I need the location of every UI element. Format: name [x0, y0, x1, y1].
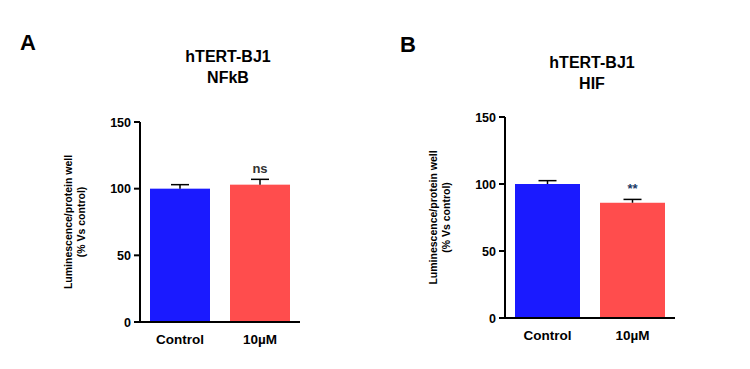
y-tick-label: 150	[475, 111, 496, 125]
panel-label: A	[20, 30, 36, 55]
error-bar	[251, 179, 269, 184]
x-tick-label: Control	[524, 328, 572, 343]
y-tick	[134, 321, 140, 323]
panel: BhTERT-BJ1HIF Luminescence/protein well(%…	[400, 32, 675, 343]
bar	[515, 184, 580, 318]
y-tick	[499, 250, 505, 252]
significance: ns	[252, 161, 267, 176]
bar	[150, 189, 210, 322]
error-bar	[171, 185, 189, 189]
y-tick	[499, 116, 505, 118]
y-tick	[499, 317, 505, 319]
y-tick-label: 100	[475, 178, 496, 192]
y-tick-label: 100	[110, 182, 131, 196]
figure: AhTERT-BJ1NFkB Luminescence/protein well(…	[0, 0, 750, 369]
y-tick	[499, 183, 505, 185]
title: hTERT-BJ1NFkB	[185, 48, 270, 86]
significance: **	[627, 181, 638, 196]
y-tick	[134, 188, 140, 190]
x-tick-label: Control	[156, 332, 204, 347]
panel-label: B	[400, 32, 416, 57]
y-tick-label: 50	[482, 245, 496, 259]
plot-area	[150, 179, 290, 322]
bar	[600, 203, 665, 318]
y-axis-label: Luminescence/protein well(% Vs control)	[427, 150, 452, 284]
x-axis	[140, 321, 300, 323]
plot-area	[515, 181, 665, 318]
bar	[230, 185, 290, 322]
error-bar	[624, 199, 642, 202]
y-tick-label: 0	[124, 316, 131, 330]
y-axis	[139, 122, 141, 322]
title: hTERT-BJ1HIF	[549, 54, 634, 92]
error-bar	[539, 181, 557, 184]
y-tick-label: 0	[489, 312, 496, 326]
y-tick	[134, 121, 140, 123]
y-axis	[504, 117, 506, 318]
y-tick-label: 150	[110, 116, 131, 130]
y-axis-label: Luminescence/protein well(% Vs control)	[62, 155, 87, 289]
x-tick-label: 10µM	[243, 332, 277, 347]
y-tick-label: 50	[117, 249, 131, 263]
panel: AhTERT-BJ1NFkB Luminescence/protein well(…	[20, 30, 300, 347]
y-tick	[134, 254, 140, 256]
x-axis	[505, 317, 675, 319]
x-tick-label: 10µM	[615, 328, 649, 343]
